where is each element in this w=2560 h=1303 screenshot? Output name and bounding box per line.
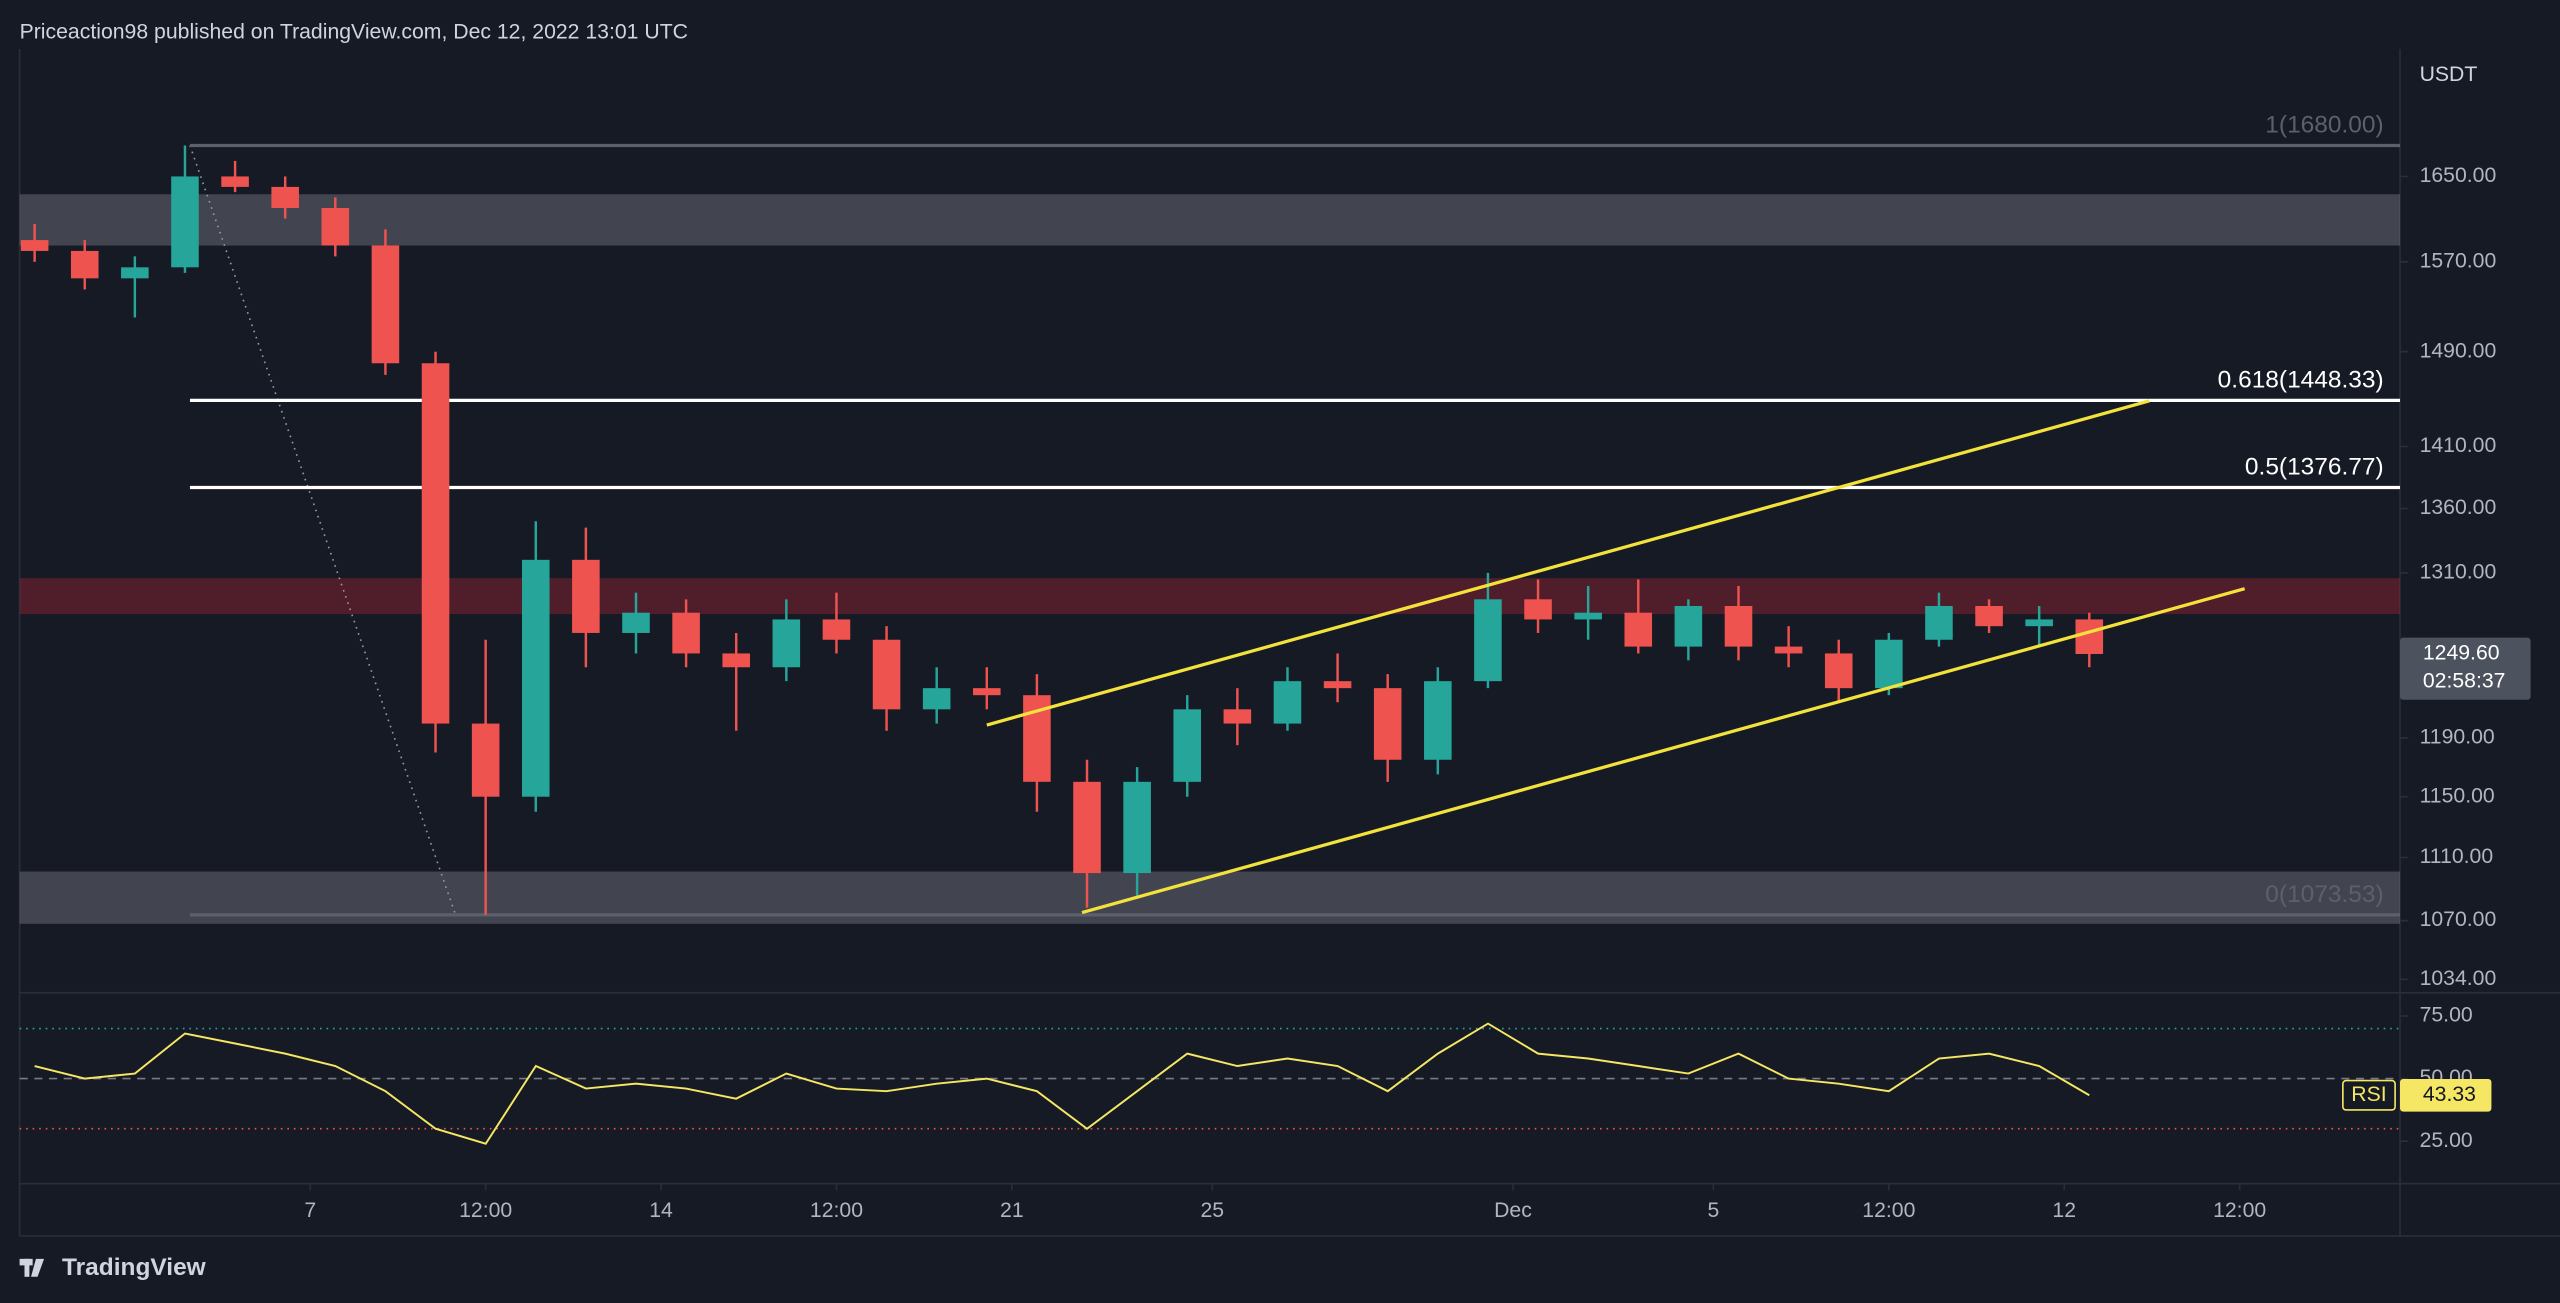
candle-body: [1073, 781, 1101, 874]
fib-label: 1(1680.00): [2265, 111, 2383, 138]
candle-body: [521, 559, 550, 797]
x-tick-label: 12:00: [2213, 1199, 2266, 1222]
y-tick-label: 1150.00: [2420, 784, 2495, 807]
rsi-value-label: 43.33: [2423, 1083, 2476, 1106]
countdown: 02:58:37: [2423, 669, 2506, 692]
candle-body: [1424, 681, 1452, 760]
y-tick-label: 1360.00: [2420, 496, 2497, 519]
trendline: [986, 399, 2150, 727]
candle-body: [822, 619, 851, 640]
candle-body: [1474, 599, 1502, 682]
y-tick-label: 1190.00: [2420, 726, 2495, 749]
candle-body: [2075, 619, 2104, 654]
x-tick-label: 21: [1000, 1199, 1024, 1222]
x-tick-label: 12:00: [459, 1199, 512, 1222]
y-tick-label: 1034.00: [2420, 967, 2497, 990]
rsi-name-tag: [2342, 1079, 2396, 1111]
y-tick-label: 1310.00: [2420, 561, 2497, 584]
rsi-name: RSI: [2351, 1083, 2386, 1106]
candle-body: [471, 723, 500, 797]
candle-body: [371, 245, 400, 364]
y-unit: USDT: [2420, 63, 2478, 86]
zone: [19, 578, 2401, 615]
y-tick-label: 1570.00: [2420, 249, 2497, 272]
brand: TradingView: [62, 1254, 207, 1281]
candle-body: [171, 176, 199, 268]
x-tick-label: 25: [1200, 1199, 1224, 1222]
zone: [19, 194, 2401, 246]
fib-label: 0.5(1376.77): [2245, 453, 2384, 480]
x-tick-label: 12:00: [810, 1199, 863, 1222]
candle-body: [121, 267, 149, 279]
candle-body: [1674, 605, 1703, 647]
candle-body: [1123, 781, 1151, 874]
candle-body: [1173, 709, 1202, 782]
candle-body: [572, 559, 600, 633]
candle-body: [1824, 653, 1853, 689]
y-tick-label: 1490.00: [2420, 339, 2497, 362]
x-tick-label: 12:00: [1862, 1199, 1915, 1222]
candle-body: [2025, 619, 2053, 627]
last-price-tag: [2400, 637, 2531, 700]
y-tick-label: 1410.00: [2420, 434, 2497, 457]
candle-body: [321, 207, 350, 246]
candle-body: [1323, 681, 1352, 689]
rsi-line: [34, 1022, 2090, 1145]
x-tick-label: 5: [1708, 1199, 1720, 1222]
candle-body: [922, 688, 951, 710]
y-tick-label: 1110.00: [2420, 845, 2494, 868]
candle-body: [872, 639, 901, 710]
trendline: [1081, 587, 2246, 915]
candle-body: [1925, 605, 1953, 640]
candle-body: [221, 176, 249, 187]
x-tick-label: 7: [304, 1199, 316, 1222]
candle-body: [722, 653, 751, 668]
candle-body: [1574, 612, 1602, 620]
candle-body: [1373, 688, 1402, 760]
x-tick-label: Dec: [1494, 1199, 1532, 1222]
rsi-value-tag: [2400, 1078, 2492, 1112]
candle-body: [1524, 599, 1552, 620]
fib-label: 0(1073.53): [2265, 881, 2383, 908]
candle-body: [672, 612, 700, 654]
candle-body: [1975, 605, 2003, 627]
candle-body: [1223, 709, 1252, 724]
candle-body: [973, 688, 1001, 696]
candle-body: [70, 250, 99, 279]
y-tick-label: 1650.00: [2420, 164, 2497, 187]
rsi-tick-label: 75.00: [2420, 1004, 2473, 1027]
brand-logo: [19, 1258, 45, 1277]
candle-body: [1273, 681, 1302, 724]
x-tick-label: 12: [2052, 1199, 2076, 1222]
chart-title: Priceaction98 published on TradingView.c…: [20, 20, 688, 43]
x-tick-label: 14: [649, 1199, 673, 1222]
candle-body: [20, 240, 49, 251]
candle-body: [1774, 646, 1803, 654]
candle-body: [1875, 639, 1903, 689]
candle-body: [1624, 612, 1653, 647]
last-price-label: 1249.60: [2423, 642, 2500, 665]
candle-body: [271, 186, 299, 208]
fib-label: 0.618(1448.33): [2218, 366, 2384, 393]
candle-body: [772, 619, 801, 668]
candle-body: [1724, 605, 1753, 647]
y-tick-label: 1070.00: [2420, 908, 2497, 931]
rsi-tick-label: 25.00: [2420, 1129, 2473, 1152]
candle-body: [622, 612, 650, 633]
candle-body: [421, 363, 450, 724]
